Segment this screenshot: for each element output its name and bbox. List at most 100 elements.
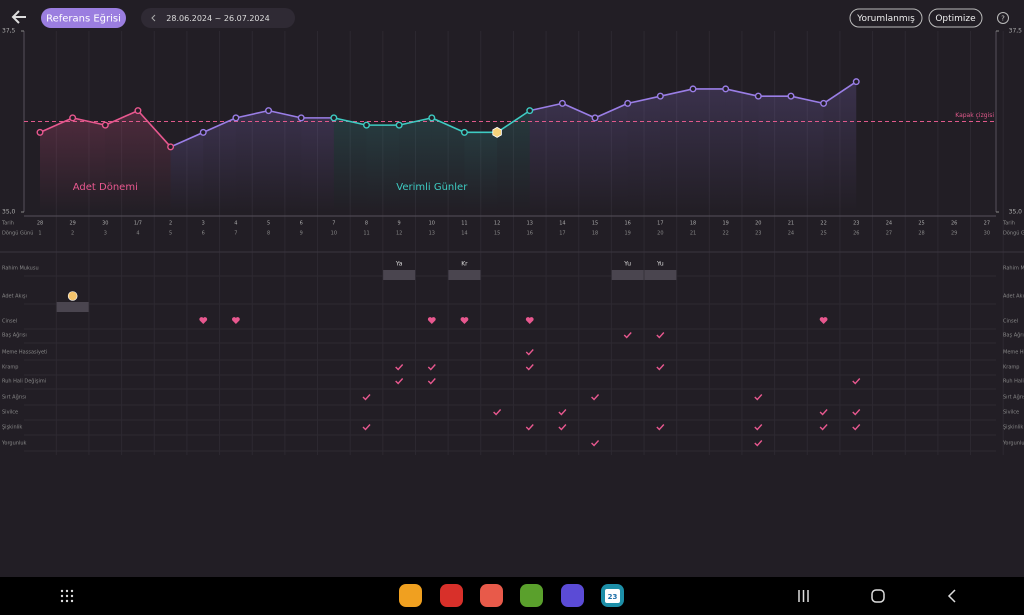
back-nav-button[interactable] — [947, 589, 956, 603]
date-label: 6 — [300, 221, 303, 227]
check-icon — [427, 378, 436, 385]
check-icon — [852, 409, 861, 416]
interpreted-label: Yorumlanmış — [856, 14, 915, 24]
line-segment — [72, 117, 106, 126]
heart-icon — [232, 317, 240, 324]
date-label: 7 — [332, 221, 335, 227]
area — [399, 117, 432, 212]
date-label: 4 — [234, 221, 237, 227]
optimize-label: Optimize — [935, 14, 976, 24]
help-button[interactable] — [997, 12, 1009, 24]
row-label: Rahim Mukusu — [1003, 266, 1024, 272]
heart-icon — [819, 317, 828, 324]
temperature-point — [265, 107, 273, 115]
heart-icon — [525, 317, 534, 324]
home-button[interactable] — [871, 589, 885, 603]
area — [758, 96, 791, 212]
cycle-day-label: 27 — [886, 231, 892, 237]
line-segment — [725, 88, 759, 97]
temperature-point — [297, 114, 305, 122]
date-range-picker[interactable] — [141, 8, 295, 28]
date-label: 14 — [559, 221, 565, 227]
temperature-point — [624, 99, 632, 107]
row-label: Meme Hassasiyeti — [1003, 350, 1024, 356]
check-icon — [525, 349, 534, 356]
tag-text: Yu — [623, 261, 631, 268]
row-label: Yorgunluk — [1, 441, 26, 447]
cycle-day-label: 20 — [657, 231, 663, 237]
optimize-button[interactable] — [928, 8, 983, 28]
tag-box — [644, 270, 677, 280]
apps-grid[interactable] — [60, 589, 74, 603]
reference-button[interactable] — [41, 8, 126, 28]
area — [137, 110, 171, 212]
calculator-app[interactable] — [520, 584, 543, 607]
heart-icon — [427, 317, 436, 324]
line-segment — [39, 117, 73, 134]
cycle-day-label: 10 — [331, 231, 337, 237]
row-label: Cinsel — [2, 319, 17, 325]
check-icon — [656, 364, 665, 371]
area — [431, 117, 465, 212]
area — [497, 110, 530, 212]
date-label: 24 — [886, 221, 892, 227]
date-label: 30 — [102, 221, 108, 227]
check-icon — [754, 440, 763, 447]
date-label: 13 — [527, 221, 533, 227]
temperature-point — [199, 128, 207, 136]
cycle-day-label: 23 — [755, 231, 761, 237]
temperature-point — [689, 85, 697, 93]
row-header: Tarih — [1002, 221, 1015, 227]
back-button[interactable] — [11, 10, 26, 24]
check-icon — [819, 424, 828, 431]
line-segment — [790, 95, 824, 105]
date-label: 12 — [494, 221, 500, 227]
row-header: Döngü Günü — [2, 231, 33, 237]
area — [790, 96, 824, 212]
line-segment — [202, 117, 237, 134]
line-segment — [333, 117, 367, 126]
notes-app[interactable] — [440, 584, 463, 607]
cycle-day-label: 3 — [104, 231, 107, 237]
row-label: Sivilce — [2, 410, 18, 416]
row-label: Kramp — [1003, 365, 1019, 371]
date-label: 10 — [429, 221, 435, 227]
area — [268, 110, 302, 212]
cycle-day-label: 22 — [722, 231, 728, 237]
date-label: 23 — [853, 221, 859, 227]
row-header: Tarih — [1, 221, 14, 227]
line-segment — [268, 109, 302, 119]
temperature-point — [232, 114, 240, 122]
contacts-app[interactable] — [480, 584, 503, 607]
area — [529, 103, 563, 212]
date-label: 2 — [169, 221, 172, 227]
cycle-day-label: 13 — [429, 231, 435, 237]
temperature-point — [722, 85, 730, 93]
date-label: 17 — [657, 221, 663, 227]
area — [366, 125, 400, 212]
help-label: ? — [1001, 15, 1005, 23]
line-segment — [627, 95, 661, 105]
flow-box — [56, 302, 89, 312]
calendar-face — [605, 589, 620, 603]
date-label: 21 — [788, 221, 794, 227]
row-label: Rahim Mukusu — [2, 266, 39, 272]
date-label: 25 — [918, 221, 924, 227]
temperature-point — [101, 121, 109, 129]
check-icon — [852, 378, 861, 385]
cycle-day-label: 19 — [625, 231, 631, 237]
files-app[interactable] — [399, 584, 422, 607]
internet-app[interactable] — [561, 584, 584, 607]
temperature-point — [36, 128, 44, 136]
recents-button[interactable] — [798, 590, 809, 602]
row-label: Baş Ağrısı — [2, 332, 27, 339]
cycle-day-label: 7 — [234, 231, 237, 237]
cycle-day-label: 16 — [527, 231, 533, 237]
area — [562, 103, 596, 212]
interpreted-button[interactable] — [849, 8, 923, 28]
line-segment — [170, 131, 204, 148]
line-segment — [562, 102, 596, 119]
check-icon — [754, 394, 763, 401]
